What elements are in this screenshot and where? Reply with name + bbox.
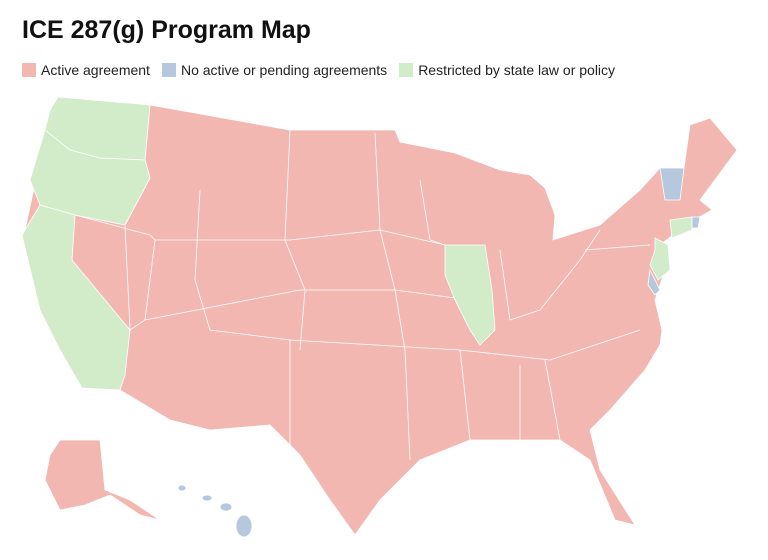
legend-label: No active or pending agreements	[180, 62, 388, 78]
legend: Active agreement No active or pending ag…	[22, 62, 615, 78]
state-region	[29, 129, 151, 226]
state-border	[289, 329, 641, 361]
state-region	[659, 167, 685, 201]
state-region	[691, 216, 701, 229]
state-region	[177, 484, 187, 492]
title: ICE 287(g) Program Map	[22, 16, 311, 44]
legend-swatch	[399, 63, 414, 77]
state-region	[21, 204, 131, 391]
state-region	[235, 514, 253, 538]
state-region	[44, 439, 161, 521]
state-region	[24, 96, 738, 536]
state-region	[201, 494, 213, 502]
state-border	[544, 359, 561, 441]
legend-swatch	[22, 63, 36, 77]
legend-item: Active agreement	[22, 62, 150, 78]
state-border	[459, 349, 471, 441]
legend-item: Restricted by state law or policy	[399, 62, 615, 78]
state-region	[647, 268, 661, 296]
legend-swatch	[161, 63, 176, 77]
legend-label: Active agreement	[41, 62, 150, 78]
state-region	[649, 237, 671, 281]
legend-label: Restricted by state law or policy	[418, 62, 616, 78]
state-border	[284, 129, 306, 351]
state-region	[444, 244, 496, 346]
legend-item: No active or pending agreements	[161, 62, 388, 78]
state-border	[144, 289, 471, 321]
state-border	[155, 229, 446, 246]
state-border	[194, 189, 291, 455]
state-region	[669, 216, 693, 239]
state-border	[419, 179, 446, 246]
state-region	[219, 502, 233, 512]
state-border	[584, 244, 651, 251]
